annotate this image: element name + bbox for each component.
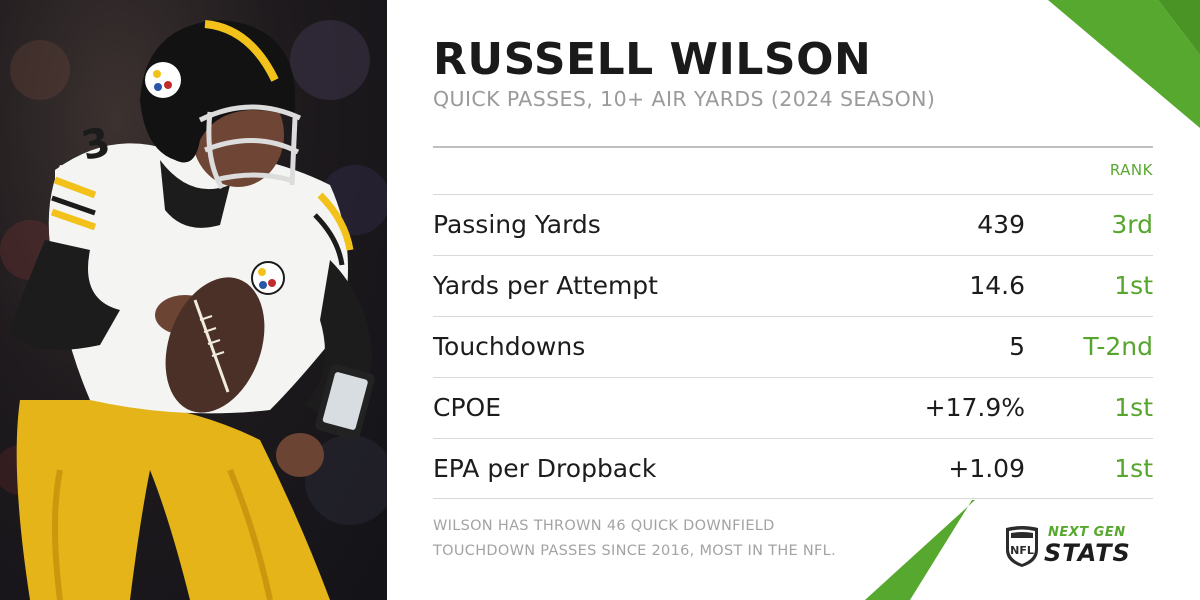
table-row: CPOE +17.9% 1st [433,377,1153,438]
stat-rank: 1st [1114,454,1153,483]
stat-value: 439 [977,210,1025,239]
green-accent-top [1048,0,1200,128]
table-row: EPA per Dropback +1.09 1st [433,438,1153,499]
footnote-text: WILSON HAS THROWN 46 QUICK DOWNFIELD TOU… [433,518,836,559]
stat-value: +17.9% [924,393,1025,422]
stat-rank: 3rd [1111,210,1153,239]
divider [433,146,1153,148]
stat-value: +1.09 [948,454,1025,483]
stat-subtitle: QUICK PASSES, 10+ AIR YARDS (2024 SEASON… [433,87,936,111]
stat-rank: 1st [1114,271,1153,300]
next-gen-label: NEXT GEN [1048,525,1126,540]
green-accent-bottom [865,500,975,600]
nfl-shield-text: NFL [1010,544,1034,557]
stat-label: EPA per Dropback [433,454,657,483]
stat-label: Passing Yards [433,210,601,239]
stat-rank: T-2nd [1083,332,1153,361]
player-photo: 3 [0,0,387,600]
stat-value: 14.6 [969,271,1025,300]
stats-label: STATS [1044,539,1131,567]
table-row: Yards per Attempt 14.6 1st [433,255,1153,316]
player-illustration: 3 [0,20,387,600]
stat-label: Yards per Attempt [433,271,658,300]
stat-label: CPOE [433,393,502,422]
stat-rank: 1st [1114,393,1153,422]
table-row: Passing Yards 439 3rd [433,194,1153,255]
player-name-title: RUSSELL WILSON [433,34,872,85]
stat-label: Touchdowns [433,332,586,361]
rank-column-header: RANK [1109,161,1153,179]
table-row: Touchdowns 5 T-2nd [433,316,1153,377]
stat-value: 5 [1009,332,1025,361]
next-gen-stats-logo: NFL NEXT GEN STATS [1004,524,1154,568]
nfl-shield-icon: NFL [1006,526,1038,567]
stats-table: Passing Yards 439 3rd Yards per Attempt … [433,194,1153,499]
